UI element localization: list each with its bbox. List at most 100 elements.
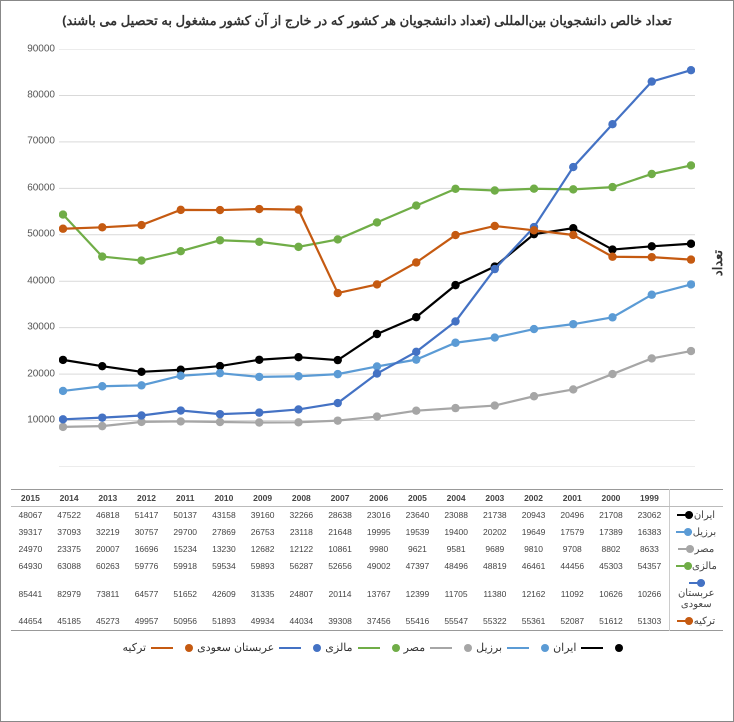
table-cell: 48819	[475, 558, 514, 575]
table-row-name: ایران	[669, 506, 723, 524]
series-marker	[137, 367, 145, 375]
table-cell: 8802	[592, 541, 631, 558]
table-cell: 56287	[282, 558, 321, 575]
table-cell: 42609	[205, 575, 244, 613]
series-marker	[255, 237, 263, 245]
series-marker	[530, 184, 538, 192]
table-cell: 82979	[50, 575, 89, 613]
series-marker	[373, 280, 381, 288]
series-marker	[687, 255, 695, 263]
legend-item: مصر	[404, 642, 461, 654]
table-cell: 59776	[127, 558, 166, 575]
table-cell: 37456	[359, 613, 398, 631]
table-cell: 13230	[205, 541, 244, 558]
series-marker	[255, 372, 263, 380]
table-cell: 44456	[553, 558, 592, 575]
data-table-wrap: 1999200020012002200320042005200620072008…	[11, 489, 723, 631]
table-cell: 46461	[514, 558, 553, 575]
legend-item: برزیل	[476, 642, 537, 654]
table-body: ایران23062217082049620943217382308823640…	[11, 506, 723, 630]
series-marker	[687, 346, 695, 354]
series-marker	[491, 186, 499, 194]
legend-item: مالزی	[325, 642, 387, 654]
table-cell: 23016	[359, 506, 398, 524]
series-marker	[451, 184, 459, 192]
series-marker	[569, 319, 577, 327]
table-row-name: ترکیه	[669, 613, 723, 631]
series-marker	[294, 418, 302, 426]
table-row-name: برزیل	[669, 524, 723, 541]
table-cell: 54357	[630, 558, 669, 575]
table-cell: 9980	[359, 541, 398, 558]
series-marker	[373, 369, 381, 377]
series-marker	[59, 224, 67, 232]
table-cell: 12162	[514, 575, 553, 613]
series-marker	[491, 333, 499, 341]
table-row-name: مالزی	[669, 558, 723, 575]
series-marker	[530, 392, 538, 400]
series-marker	[451, 230, 459, 238]
table-cell: 55322	[475, 613, 514, 631]
series-marker	[177, 406, 185, 414]
series-marker	[216, 409, 224, 417]
series-marker	[177, 371, 185, 379]
series-marker	[687, 280, 695, 288]
series-marker	[569, 185, 577, 193]
table-cell: 23118	[282, 524, 321, 541]
series-marker	[59, 386, 67, 394]
table-col-year: 2012	[127, 489, 166, 506]
series-marker	[373, 412, 381, 420]
series-marker	[373, 329, 381, 337]
table-cell: 21738	[475, 506, 514, 524]
data-table: 1999200020012002200320042005200620072008…	[11, 489, 723, 631]
series-marker	[98, 361, 106, 369]
table-cell: 52087	[553, 613, 592, 631]
legend-item: ایران	[553, 642, 611, 654]
table-cell: 13767	[359, 575, 398, 613]
series-marker	[451, 317, 459, 325]
series-marker	[569, 162, 577, 170]
table-cell: 20114	[321, 575, 360, 613]
table-cell: 39308	[321, 613, 360, 631]
series-marker	[334, 355, 342, 363]
y-tick: 70000	[11, 136, 55, 147]
series-marker	[98, 223, 106, 231]
table-cell: 21648	[321, 524, 360, 541]
table-cell: 10626	[592, 575, 631, 613]
series-marker	[451, 403, 459, 411]
table-cell: 16696	[127, 541, 166, 558]
table-col-year: 1999	[630, 489, 669, 506]
series-marker	[687, 161, 695, 169]
table-cell: 32219	[88, 524, 127, 541]
table-col-year: 2004	[437, 489, 476, 506]
series-marker	[687, 65, 695, 73]
table-cell: 43158	[205, 506, 244, 524]
series-marker	[59, 415, 67, 423]
table-cell: 45273	[88, 613, 127, 631]
chart-area: تعداد 1000020000300004000050000600007000…	[11, 39, 723, 487]
table-cell: 27869	[205, 524, 244, 541]
table-cell: 59918	[166, 558, 205, 575]
series-marker	[334, 398, 342, 406]
table-cell: 51652	[166, 575, 205, 613]
chart-title: تعداد خالص دانشجویان بین‌المللی (تعداد د…	[1, 1, 733, 39]
series-marker	[59, 210, 67, 218]
table-col-year: 2007	[321, 489, 360, 506]
table-cell: 63088	[50, 558, 89, 575]
series-line	[63, 165, 691, 260]
table-cell: 37093	[50, 524, 89, 541]
table-col-year: 2014	[50, 489, 89, 506]
table-cell: 47397	[398, 558, 437, 575]
legend-item: عربستان سعودی	[197, 642, 309, 654]
series-marker	[608, 369, 616, 377]
table-cell: 16383	[630, 524, 669, 541]
table-cell: 20943	[514, 506, 553, 524]
table-cell: 59534	[205, 558, 244, 575]
table-cell: 31335	[243, 575, 282, 613]
table-cell: 64577	[127, 575, 166, 613]
series-marker	[451, 338, 459, 346]
table-cell: 9810	[514, 541, 553, 558]
table-row: مصر8633880297089810968995819621998010861…	[11, 541, 723, 558]
series-marker	[451, 280, 459, 288]
table-cell: 28638	[321, 506, 360, 524]
